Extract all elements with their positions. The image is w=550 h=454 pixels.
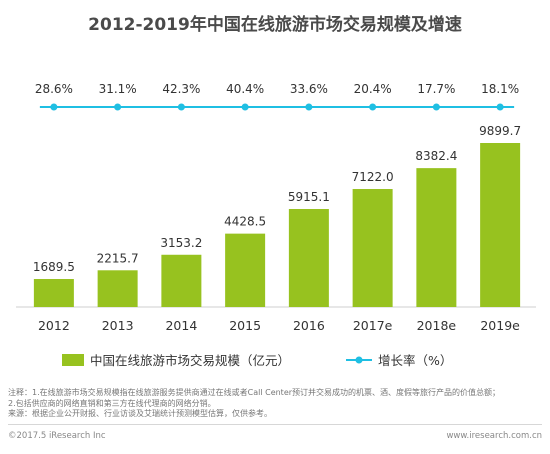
growth-rate-label-2018e: 17.7% [417, 82, 455, 96]
bar-2016 [288, 209, 329, 307]
bar-2014 [161, 254, 202, 307]
chart-title: 2012-2019年中国在线旅游市场交易规模及增速 [88, 15, 462, 35]
bar-2013 [97, 270, 138, 307]
legend-swatch-marker [355, 356, 363, 364]
growth-rate-point-2014 [177, 103, 185, 111]
copyright-text: ©2017.5 iResearch Inc [8, 431, 106, 441]
x-tick-label-2013: 2013 [102, 318, 134, 333]
growth-rate-point-2018e [432, 103, 440, 111]
note-line-1: 注释：1.在线旅游市场交易规模指在线旅游服务提供商通过在线或者Call Cent… [8, 388, 501, 397]
growth-rate-label-2019e: 18.1% [481, 82, 519, 96]
legend-label-bar: 中国在线旅游市场交易规模（亿元） [90, 353, 290, 368]
growth-rate-label-2014: 42.3% [162, 82, 200, 96]
growth-rate-label-2016: 33.6% [290, 82, 328, 96]
bar-value-label-2015: 4428.5 [224, 215, 266, 229]
bar-2017e [352, 189, 393, 307]
growth-rate-point-2012 [50, 103, 58, 111]
bar-value-label-2016: 5915.1 [288, 190, 330, 204]
growth-rate-point-2016 [305, 103, 313, 111]
chart-notes: 注释：1.在线旅游市场交易规模指在线旅游服务提供商通过在线或者Call Cent… [8, 388, 548, 420]
bar-2015 [225, 233, 266, 307]
bar-2018e [416, 168, 457, 307]
growth-rate-point-2015 [241, 103, 249, 111]
bar-2012 [33, 279, 74, 307]
legend-label-line: 增长率（%） [378, 353, 452, 368]
note-line-2: 2.包括供应商的网络直销和第三方在线代理商的网络分销。 [8, 398, 216, 408]
growth-rate-point-2017e [369, 103, 377, 111]
note-line-3: 来源：根据企业公开财报、行业访谈及艾瑞统计预测模型估算，仅供参考。 [8, 409, 272, 418]
footer-divider [8, 424, 542, 425]
bar-value-label-2013: 2215.7 [97, 251, 139, 265]
bar-value-label-2019e: 9899.7 [479, 124, 521, 138]
bar-value-label-2014: 3153.2 [160, 236, 202, 250]
growth-rate-label-2012: 28.6% [35, 82, 73, 96]
legend-swatch-bar [62, 354, 84, 366]
x-tick-label-2014: 2014 [165, 318, 197, 333]
x-tick-label-2017e: 2017e [353, 318, 393, 333]
bar-value-label-2018e: 8382.4 [415, 149, 457, 163]
growth-rate-label-2017e: 20.4% [354, 82, 392, 96]
x-tick-label-2019e: 2019e [480, 318, 520, 333]
bar-value-label-2012: 1689.5 [33, 260, 75, 274]
x-tick-label-2018e: 2018e [417, 318, 457, 333]
x-tick-label-2016: 2016 [293, 318, 325, 333]
bar-2019e [480, 143, 521, 307]
growth-rate-label-2013: 31.1% [99, 82, 137, 96]
x-tick-label-2015: 2015 [229, 318, 261, 333]
bar-value-label-2017e: 7122.0 [352, 170, 394, 184]
growth-rate-label-2015: 40.4% [226, 82, 264, 96]
x-tick-label-2012: 2012 [38, 318, 70, 333]
growth-rate-point-2019e [496, 103, 504, 111]
growth-rate-point-2013 [114, 103, 122, 111]
website-text: www.iresearch.com.cn [446, 431, 542, 441]
